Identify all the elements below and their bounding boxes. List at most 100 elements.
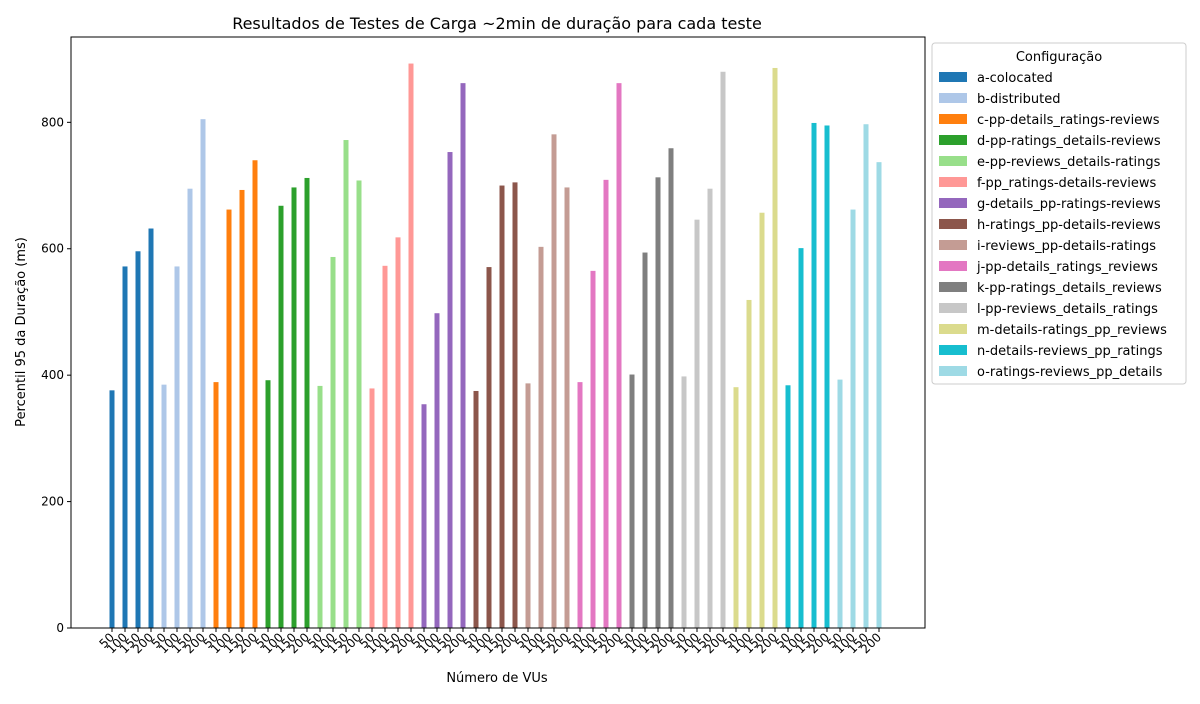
- legend-title: Configuração: [1016, 50, 1102, 65]
- bar-h-ratings_pp-details-reviews-200: [512, 182, 518, 628]
- y-tick-label: 600: [41, 242, 64, 256]
- bar-c-pp-details_ratings-reviews-150: [239, 189, 245, 628]
- y-tick-label: 0: [56, 621, 64, 635]
- bar-j-pp-details_ratings_reviews-150: [603, 179, 609, 628]
- bar-f-pp_ratings-details-reviews-50: [369, 388, 375, 628]
- bar-e-pp-reviews_details-ratings-150: [343, 140, 349, 628]
- bar-f-pp_ratings-details-reviews-150: [395, 237, 401, 628]
- legend-label: i-reviews_pp-details-ratings: [977, 239, 1156, 254]
- legend-swatch: [939, 324, 967, 334]
- plot-frame: [70, 36, 926, 629]
- bar-k-pp-ratings_details_reviews-200: [668, 148, 674, 628]
- bar-b-distributed-100: [174, 266, 180, 628]
- bar-b-distributed-50: [161, 384, 167, 628]
- bar-k-pp-ratings_details_reviews-50: [629, 374, 635, 628]
- legend-label: f-pp_ratings-details-reviews: [977, 176, 1157, 191]
- bar-a-colocated-50: [109, 390, 115, 628]
- legend-items: a-colocated b-distributed c-pp-details_rat…: [939, 71, 1167, 380]
- legend-swatch: [939, 114, 967, 124]
- legend-label: c-pp-details_ratings-reviews: [977, 113, 1160, 128]
- bar-e-pp-reviews_details-ratings-50: [317, 385, 323, 628]
- legend-swatch: [939, 198, 967, 208]
- bar-l-pp-reviews_details_ratings-150: [707, 188, 713, 628]
- legend-swatch: [939, 93, 967, 103]
- bar-m-details-ratings_pp_reviews-150: [759, 212, 765, 628]
- bar-c-pp-details_ratings-reviews-200: [252, 160, 258, 628]
- bar-e-pp-reviews_details-ratings-100: [330, 256, 336, 628]
- x-ticks-group: 5010015020050100150200501001502005010015…: [96, 628, 884, 656]
- y-tick-label: 800: [41, 115, 64, 129]
- bar-h-ratings_pp-details-reviews-100: [486, 267, 492, 628]
- legend-label: n-details-reviews_pp_ratings: [977, 344, 1163, 359]
- legend-swatch: [939, 135, 967, 145]
- bar-j-pp-details_ratings_reviews-200: [616, 83, 622, 628]
- legend-label: k-pp-ratings_details_reviews: [977, 281, 1162, 296]
- legend-swatch: [939, 177, 967, 187]
- bar-o-ratings-reviews_pp_details-150: [863, 124, 869, 628]
- bar-f-pp_ratings-details-reviews-200: [408, 63, 414, 629]
- legend-swatch: [939, 303, 967, 313]
- bar-b-distributed-200: [200, 119, 206, 629]
- legend-label: l-pp-reviews_details_ratings: [977, 302, 1158, 317]
- chart-title: Resultados de Testes de Carga ~2min de d…: [232, 14, 762, 33]
- bar-n-details-reviews_pp_ratings-100: [798, 248, 804, 628]
- bar-i-reviews_pp-details-ratings-150: [551, 134, 557, 628]
- bar-a-colocated-100: [122, 266, 128, 628]
- bar-o-ratings-reviews_pp_details-200: [876, 162, 882, 628]
- bar-a-colocated-200: [148, 228, 154, 628]
- legend-swatch: [939, 240, 967, 250]
- bar-i-reviews_pp-details-ratings-100: [538, 246, 544, 628]
- bar-d-pp-ratings_details-reviews-100: [278, 205, 284, 628]
- legend-label: d-pp-ratings_details-reviews: [977, 134, 1161, 149]
- legend-swatch: [939, 282, 967, 292]
- legend-label: b-distributed: [977, 92, 1060, 107]
- bar-o-ratings-reviews_pp_details-50: [837, 379, 843, 628]
- bar-n-details-reviews_pp_ratings-200: [824, 125, 830, 629]
- bar-c-pp-details_ratings-reviews-100: [226, 209, 232, 628]
- legend-label: h-ratings_pp-details-reviews: [977, 218, 1161, 233]
- y-ticks-group: 0 200 400 600 800: [41, 115, 71, 635]
- legend-swatch: [939, 156, 967, 166]
- y-tick-label: 200: [41, 495, 64, 509]
- bar-m-details-ratings_pp_reviews-100: [746, 299, 752, 628]
- legend-label: a-colocated: [977, 71, 1053, 86]
- y-tick-label: 400: [41, 368, 64, 382]
- bar-j-pp-details_ratings_reviews-100: [590, 270, 596, 628]
- bar-k-pp-ratings_details_reviews-150: [655, 177, 661, 628]
- bar-l-pp-reviews_details_ratings-100: [694, 219, 700, 629]
- bar-d-pp-ratings_details-reviews-200: [304, 177, 310, 628]
- y-axis-label: Percentil 95 da Duração (ms): [14, 237, 29, 427]
- bar-h-ratings_pp-details-reviews-150: [499, 185, 505, 629]
- legend-swatch: [939, 219, 967, 229]
- bar-b-distributed-150: [187, 188, 193, 628]
- legend: Configuração a-colocated b-distributed c-p…: [931, 42, 1187, 385]
- legend-label: e-pp-reviews_details-ratings: [977, 155, 1161, 170]
- bar-a-colocated-150: [135, 251, 141, 628]
- bar-c-pp-details_ratings-reviews-50: [213, 382, 219, 628]
- bar-i-reviews_pp-details-ratings-200: [564, 187, 570, 628]
- x-axis-label: Número de VUs: [446, 671, 548, 686]
- bar-m-details-ratings_pp_reviews-200: [772, 67, 778, 629]
- bar-g-details_pp-ratings-reviews-200: [460, 83, 466, 628]
- legend-box: [931, 42, 1187, 385]
- bar-g-details_pp-ratings-reviews-150: [447, 152, 453, 629]
- legend-label: o-ratings-reviews_pp_details: [977, 365, 1163, 380]
- legend-swatch: [939, 72, 967, 82]
- bar-d-pp-ratings_details-reviews-150: [291, 187, 297, 628]
- bar-l-pp-reviews_details_ratings-200: [720, 71, 726, 628]
- bar-g-details_pp-ratings-reviews-100: [434, 313, 440, 628]
- bar-f-pp_ratings-details-reviews-100: [382, 265, 388, 628]
- legend-label: g-details_pp-ratings-reviews: [977, 197, 1161, 212]
- legend-swatch: [939, 366, 967, 376]
- bar-m-details-ratings_pp_reviews-50: [733, 387, 739, 628]
- bar-n-details-reviews_pp_ratings-150: [811, 122, 817, 629]
- bars-group: [109, 63, 882, 629]
- bar-e-pp-reviews_details-ratings-200: [356, 180, 362, 629]
- bar-h-ratings_pp-details-reviews-50: [473, 390, 479, 628]
- bar-d-pp-ratings_details-reviews-50: [265, 380, 271, 628]
- bar-g-details_pp-ratings-reviews-50: [421, 404, 427, 628]
- legend-swatch: [939, 261, 967, 271]
- bar-l-pp-reviews_details_ratings-50: [681, 376, 687, 628]
